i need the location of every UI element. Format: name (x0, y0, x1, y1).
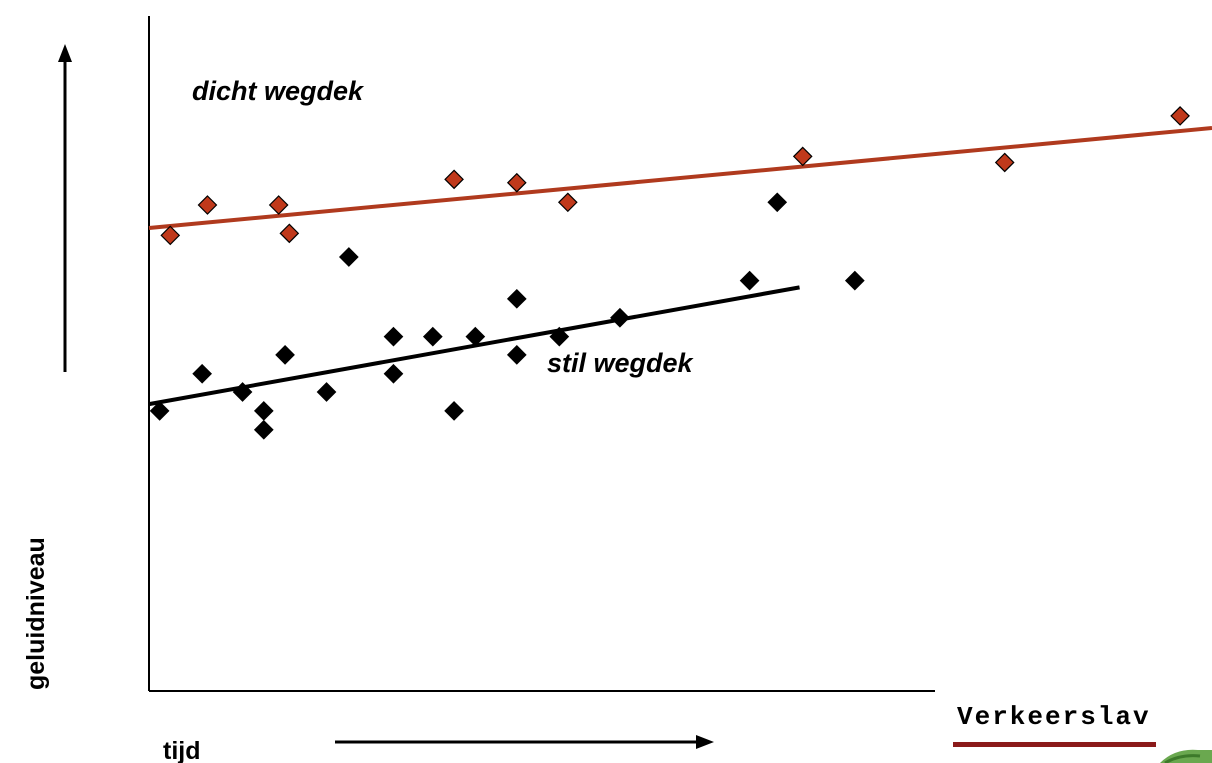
point-dicht-wegdek-6 (557, 192, 578, 213)
point-dicht-wegdek-9 (1170, 106, 1190, 126)
point-stil-wegdek-0 (149, 401, 170, 421)
point-stil-wegdek-11 (444, 401, 464, 421)
point-dicht-wegdek-2 (268, 195, 289, 215)
logo-leaf-icon-2 (1164, 754, 1201, 763)
point-dicht-wegdek-4 (444, 169, 464, 190)
point-stil-wegdek-18 (767, 192, 788, 213)
series-label-stil-wegdek: stil wegdek (547, 348, 695, 378)
point-dicht-wegdek-8 (994, 152, 1015, 173)
trend-line-stil-wegdek (148, 285, 800, 407)
point-dicht-wegdek-0 (160, 225, 181, 246)
data-markers (149, 106, 1190, 440)
trend-lines (148, 126, 1212, 407)
point-stil-wegdek-3 (253, 401, 274, 421)
point-stil-wegdek-13 (506, 288, 527, 309)
logo-text: Verkeerslav (957, 702, 1151, 732)
point-stil-wegdek-5 (275, 345, 295, 365)
point-stil-wegdek-8 (383, 326, 404, 347)
point-dicht-wegdek-3 (279, 223, 300, 244)
point-stil-wegdek-16 (610, 307, 630, 328)
point-stil-wegdek-17 (739, 270, 760, 291)
point-stil-wegdek-14 (506, 345, 527, 365)
point-stil-wegdek-10 (422, 326, 443, 347)
y-axis-title: geluidniveau (22, 537, 50, 690)
point-stil-wegdek-7 (338, 247, 359, 267)
logo: Verkeerslav (953, 702, 1212, 763)
point-stil-wegdek-4 (253, 419, 274, 440)
point-dicht-wegdek-1 (197, 195, 218, 215)
point-stil-wegdek-6 (316, 382, 337, 402)
x-axis-title: tijd (163, 737, 201, 763)
point-stil-wegdek-19 (844, 270, 865, 291)
y-direction-arrow-head (58, 44, 72, 62)
point-stil-wegdek-15 (549, 326, 570, 347)
point-dicht-wegdek-7 (792, 146, 813, 167)
point-stil-wegdek-2 (232, 382, 253, 402)
point-stil-wegdek-9 (383, 363, 404, 384)
trend-line-dicht-wegdek (148, 126, 1212, 230)
point-stil-wegdek-12 (465, 326, 486, 347)
point-stil-wegdek-1 (192, 363, 212, 384)
logo-underline (953, 742, 1156, 747)
series-label-dicht-wegdek: dicht wegdek (192, 76, 365, 106)
point-dicht-wegdek-5 (506, 172, 527, 193)
x-direction-arrow-head (696, 735, 714, 749)
